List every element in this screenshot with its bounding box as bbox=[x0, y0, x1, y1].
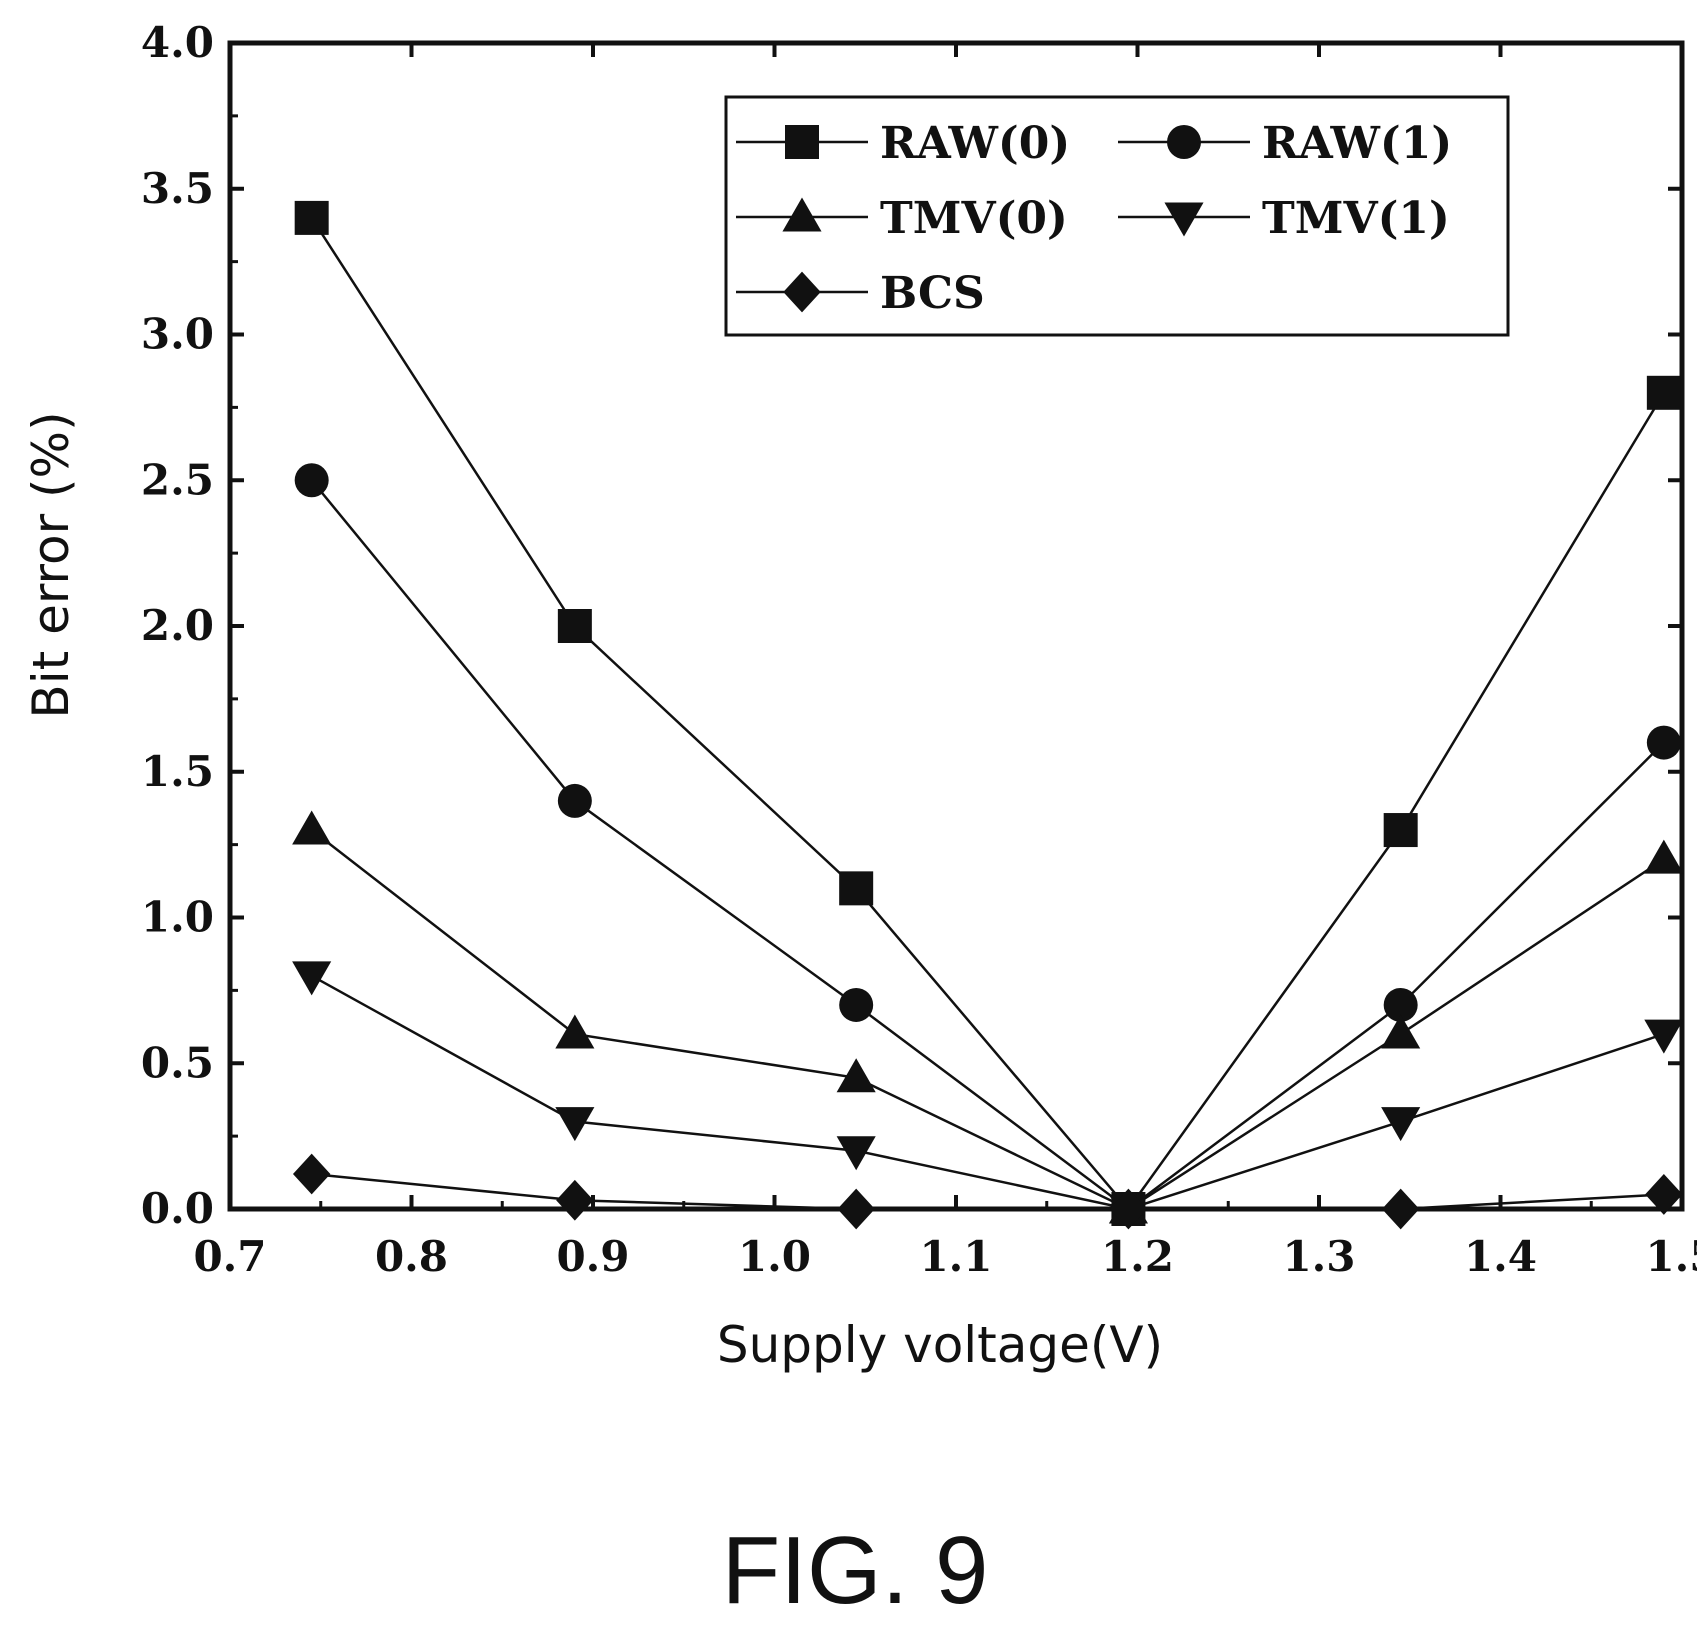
y-tick-label: 3.5 bbox=[141, 164, 214, 213]
y-tick-label: 0.5 bbox=[141, 1038, 214, 1087]
x-tick-label: 0.8 bbox=[375, 1232, 448, 1281]
x-tick-label: 0.7 bbox=[193, 1232, 266, 1281]
data-point bbox=[1644, 839, 1684, 874]
legend-marker bbox=[783, 271, 821, 313]
data-point bbox=[1383, 987, 1418, 1022]
data-point bbox=[836, 1136, 876, 1171]
legend-item: RAW(1) bbox=[1118, 118, 1452, 169]
legend-entries: RAW(0) RAW(1) TMV(0) TMV(1) BCS bbox=[736, 118, 1452, 319]
legend-label: TMV(1) bbox=[1262, 193, 1450, 244]
x-tick-label: 1.4 bbox=[1464, 1232, 1537, 1281]
data-point bbox=[557, 609, 592, 643]
x-tick-label: 1.5 bbox=[1645, 1232, 1697, 1281]
series-tmv-0 bbox=[292, 810, 1684, 1224]
y-tick-label: 3.0 bbox=[141, 310, 214, 359]
data-point bbox=[839, 987, 874, 1022]
y-tick-label: 2.5 bbox=[141, 455, 214, 504]
series-line bbox=[311, 1172, 1664, 1211]
legend-label: RAW(1) bbox=[1262, 118, 1452, 169]
series-line bbox=[310, 479, 1665, 1211]
legend-marker bbox=[1164, 202, 1204, 237]
series-raw-1 bbox=[294, 463, 1681, 1226]
data-point bbox=[1383, 813, 1418, 848]
data-point bbox=[839, 871, 874, 906]
data-point bbox=[292, 961, 332, 996]
legend: RAW(0) RAW(1) TMV(0) TMV(1) BCS bbox=[724, 95, 1510, 337]
data-point bbox=[557, 783, 592, 818]
data-point bbox=[1645, 1174, 1683, 1215]
data-point bbox=[555, 1107, 595, 1142]
y-tick-label: 2.0 bbox=[141, 601, 214, 650]
legend-marker bbox=[1167, 125, 1201, 159]
y-tick-label: 1.0 bbox=[141, 893, 214, 942]
data-point bbox=[1646, 375, 1681, 410]
x-tick-label: 1.1 bbox=[919, 1232, 992, 1281]
data-point bbox=[555, 1014, 595, 1049]
series-layer bbox=[292, 200, 1684, 1230]
y-tick-label: 4.0 bbox=[141, 18, 214, 67]
legend-label: TMV(0) bbox=[880, 193, 1068, 244]
series-tmv-1 bbox=[292, 961, 1684, 1229]
data-point bbox=[292, 810, 332, 845]
legend-item: RAW(0) bbox=[736, 118, 1070, 169]
data-point bbox=[1646, 725, 1681, 760]
data-point bbox=[292, 1153, 331, 1195]
series-line bbox=[310, 217, 1665, 1212]
legend-label: BCS bbox=[880, 268, 985, 319]
data-point bbox=[556, 1179, 594, 1221]
data-point bbox=[1109, 1188, 1148, 1230]
legend-marker bbox=[782, 197, 822, 232]
data-point bbox=[294, 463, 329, 498]
legend-item: TMV(0) bbox=[736, 193, 1068, 244]
data-point bbox=[837, 1188, 875, 1230]
data-point bbox=[836, 1058, 876, 1093]
legend-item: BCS bbox=[736, 268, 985, 319]
y-axis-title: Bit error (%) bbox=[22, 411, 80, 718]
x-tick-label: 0.9 bbox=[556, 1232, 629, 1281]
legend-item: TMV(1) bbox=[1118, 193, 1450, 244]
y-axis-ticks: 0.0 0.5 1.0 1.5 2.0 2.5 3.0 3.5 4.0 bbox=[141, 18, 1682, 1233]
data-point bbox=[1381, 1107, 1421, 1142]
x-tick-label: 1.3 bbox=[1282, 1232, 1355, 1281]
x-tick-label: 1.2 bbox=[1101, 1232, 1174, 1281]
y-tick-label: 0.0 bbox=[141, 1184, 214, 1233]
figure-caption: FIG. 9 bbox=[722, 1517, 989, 1624]
series-bcs bbox=[292, 1153, 1683, 1230]
y-tick-label: 1.5 bbox=[141, 747, 214, 796]
legend-marker bbox=[785, 125, 819, 159]
series-line bbox=[310, 829, 1665, 1211]
x-axis-title: Supply voltage(V) bbox=[717, 1316, 1163, 1374]
data-point bbox=[1381, 1188, 1420, 1230]
data-point bbox=[1381, 1014, 1421, 1049]
data-point bbox=[1644, 1019, 1684, 1054]
data-point bbox=[294, 200, 329, 235]
x-tick-label: 1.0 bbox=[738, 1232, 811, 1281]
series-line bbox=[311, 974, 1665, 1211]
legend-label: RAW(0) bbox=[880, 118, 1070, 169]
x-axis-ticks: 0.7 0.8 0.9 1.0 1.1 1.2 1.3 1.4 1.5 bbox=[193, 43, 1697, 1281]
